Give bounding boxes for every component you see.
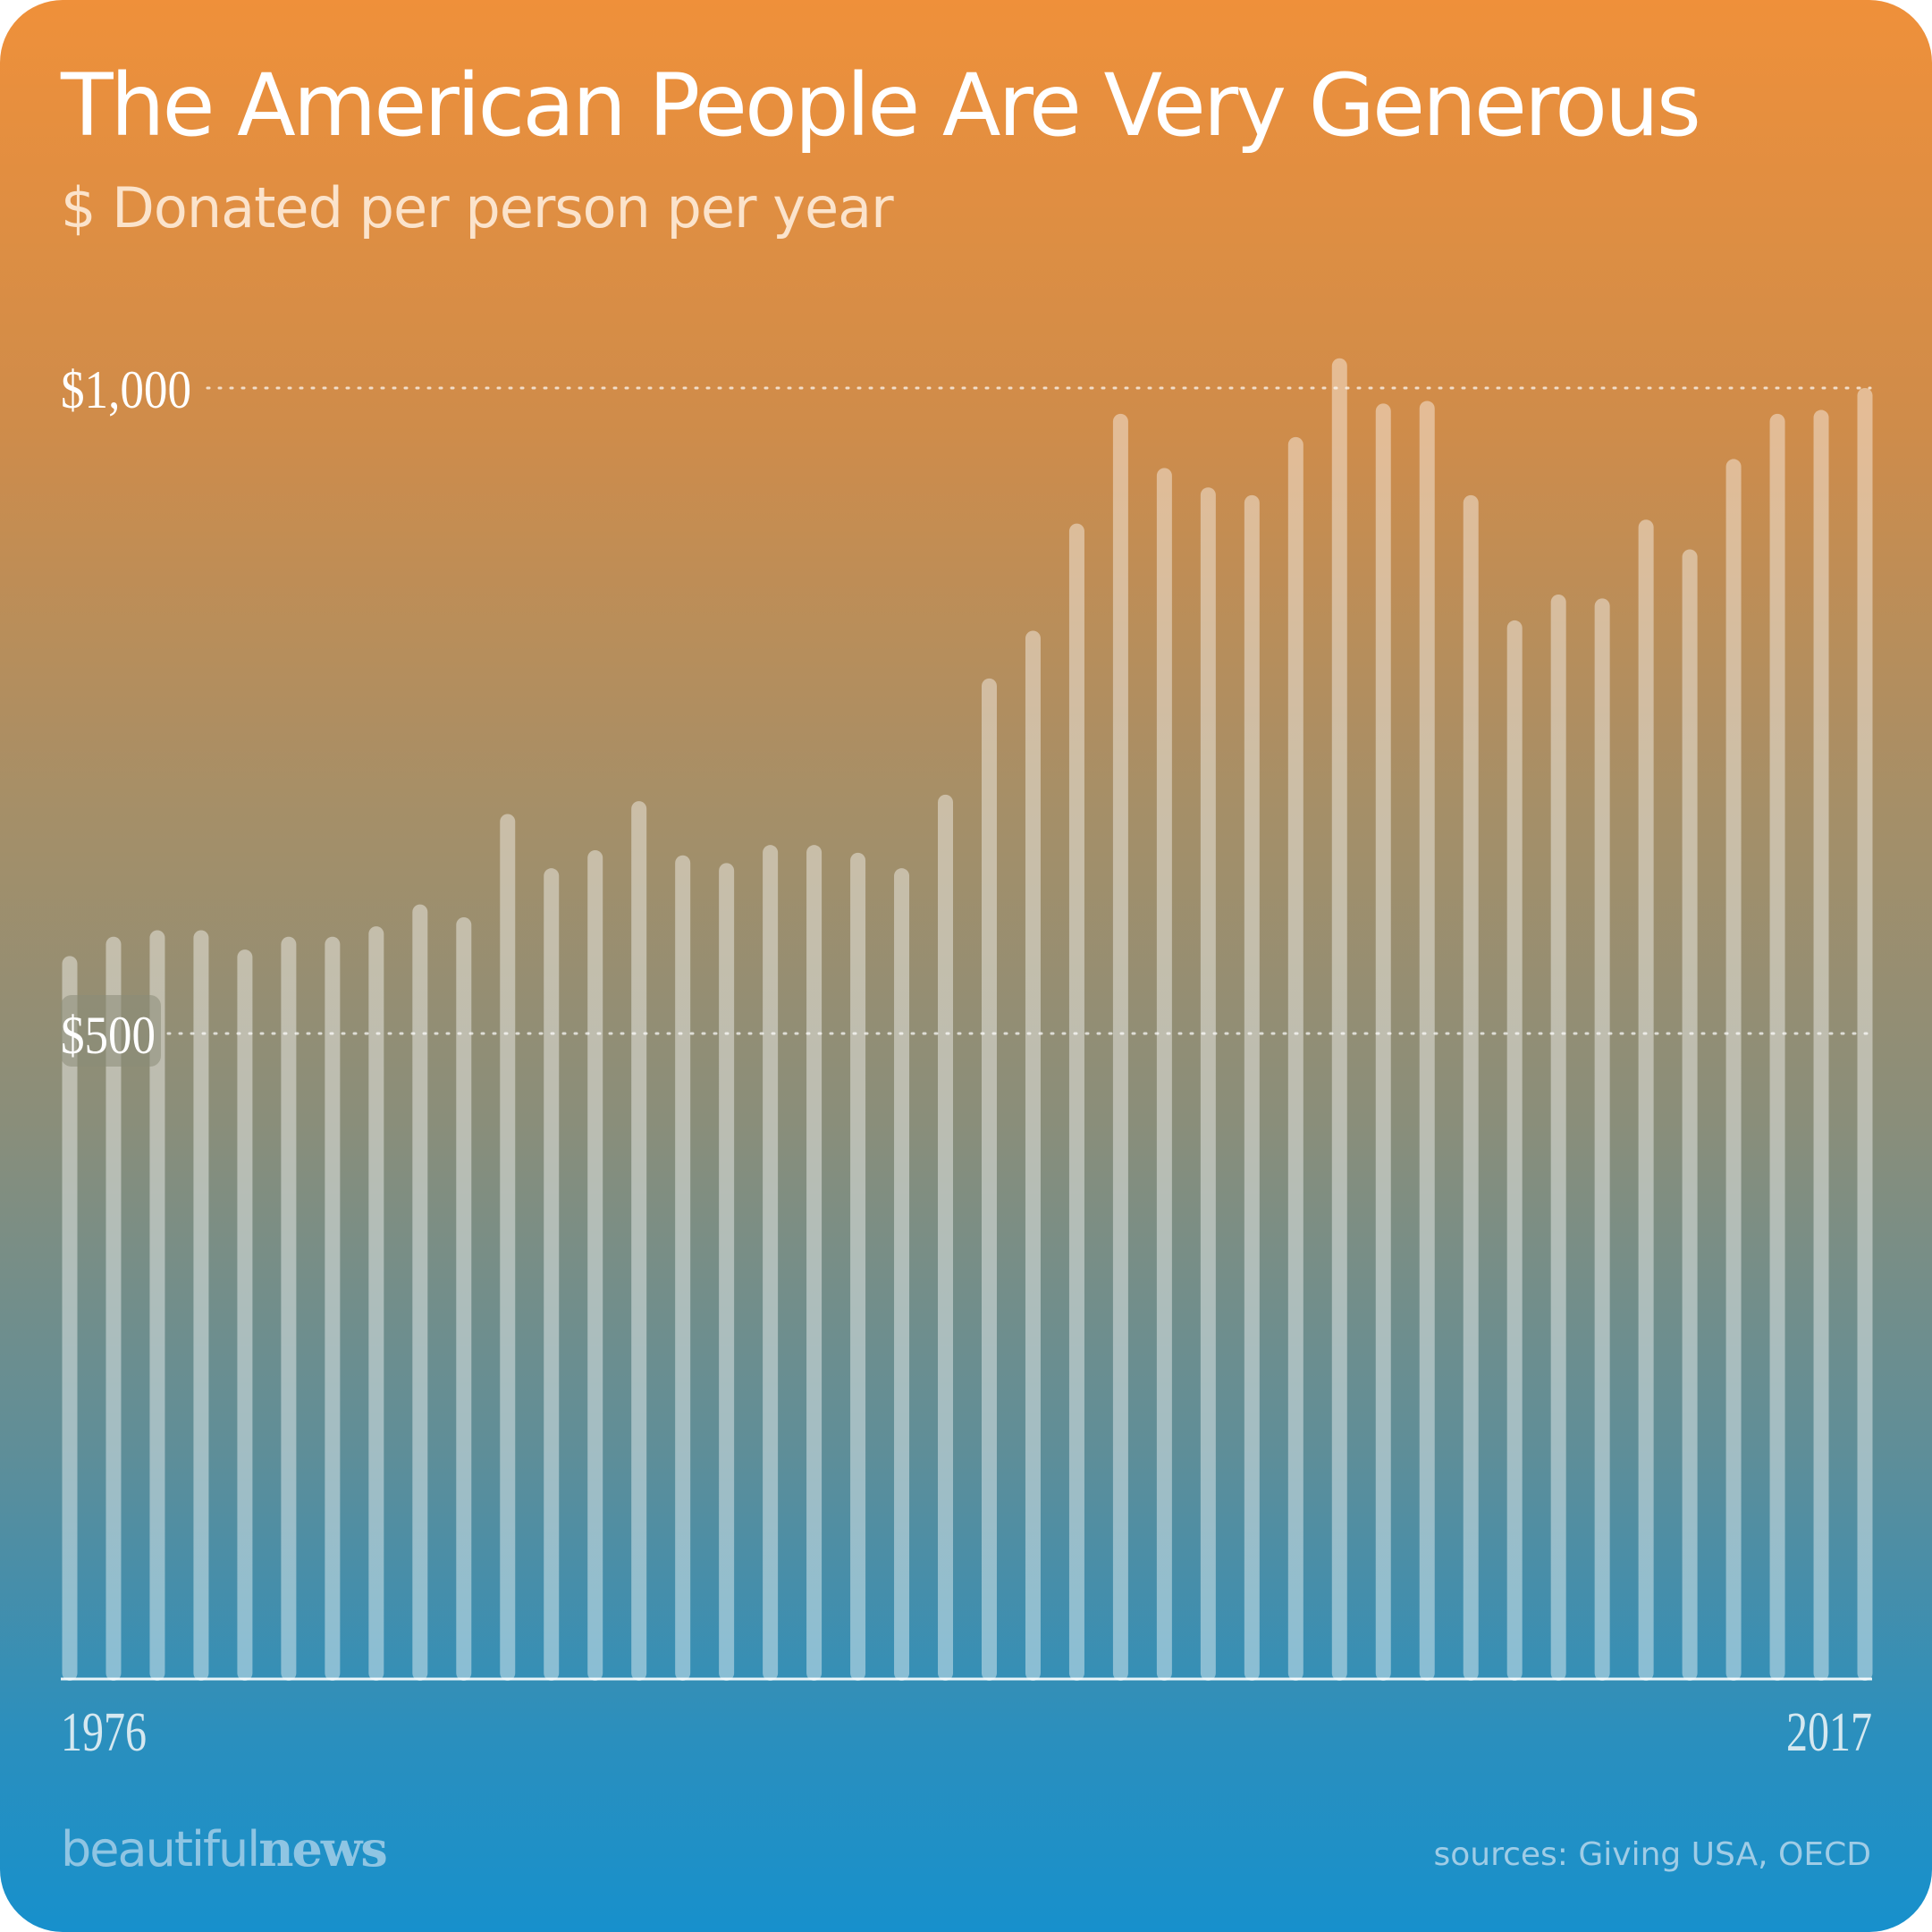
bar-2006 — [1375, 403, 1391, 1681]
bar-2005 — [1331, 358, 1347, 1682]
bar-2013 — [1682, 549, 1698, 1681]
bar-1995 — [894, 868, 910, 1681]
bar-2007 — [1419, 401, 1435, 1682]
bar-1978 — [149, 930, 165, 1681]
chart-subtitle: $ Donated per person per year — [61, 175, 894, 240]
bar-2004 — [1287, 436, 1303, 1681]
bar-1986 — [500, 814, 516, 1681]
bar-1976 — [62, 956, 78, 1681]
bar-1981 — [281, 936, 297, 1681]
bar-2009 — [1506, 620, 1523, 1682]
bar-1997 — [981, 678, 997, 1681]
x-tick-label-first: 1976 — [61, 1702, 147, 1763]
bar-2012 — [1638, 519, 1654, 1681]
bar-2008 — [1463, 494, 1479, 1681]
bar-1977 — [105, 936, 122, 1681]
y-tick-label-1000: $1,000 — [61, 360, 191, 419]
x-tick-label-last: 2017 — [1786, 1702, 1872, 1763]
y-tick-label-500: $500 — [61, 1006, 156, 1065]
brand-logo-part2: news — [258, 1820, 388, 1877]
bar-2016 — [1813, 409, 1829, 1682]
bar-2011 — [1594, 598, 1610, 1681]
bar-1993 — [806, 845, 823, 1681]
bar-2015 — [1769, 413, 1785, 1681]
bar-1985 — [456, 917, 472, 1681]
bar-1990 — [675, 855, 691, 1681]
bar-1999 — [1068, 523, 1084, 1681]
brand-logo-part1: beautiful — [61, 1821, 260, 1877]
y-label-500-backdrop — [61, 995, 161, 1067]
bar-1988 — [587, 849, 603, 1681]
bar-1982 — [325, 936, 341, 1681]
bar-2003 — [1244, 494, 1260, 1681]
bar-1984 — [412, 904, 428, 1681]
bar-1998 — [1025, 630, 1041, 1682]
bar-1979 — [193, 930, 209, 1681]
chart-title: The American People Are Very Generous — [61, 55, 1701, 156]
bar-1980 — [237, 949, 253, 1681]
bar-2014 — [1725, 459, 1742, 1682]
bar-1983 — [368, 926, 384, 1681]
bar-1987 — [544, 868, 560, 1681]
bar-2010 — [1550, 595, 1566, 1681]
sources-note: sources: Giving USA, OECD — [1433, 1836, 1871, 1873]
bar-1994 — [850, 852, 866, 1681]
bar-2001 — [1156, 468, 1172, 1681]
brand-logo: beautifulnews — [61, 1820, 388, 1877]
bar-2000 — [1112, 413, 1128, 1681]
bar-1989 — [631, 801, 647, 1681]
bar-1996 — [938, 794, 954, 1681]
bar-1991 — [719, 863, 735, 1681]
bar-2002 — [1200, 487, 1216, 1681]
bar-1992 — [763, 845, 779, 1681]
